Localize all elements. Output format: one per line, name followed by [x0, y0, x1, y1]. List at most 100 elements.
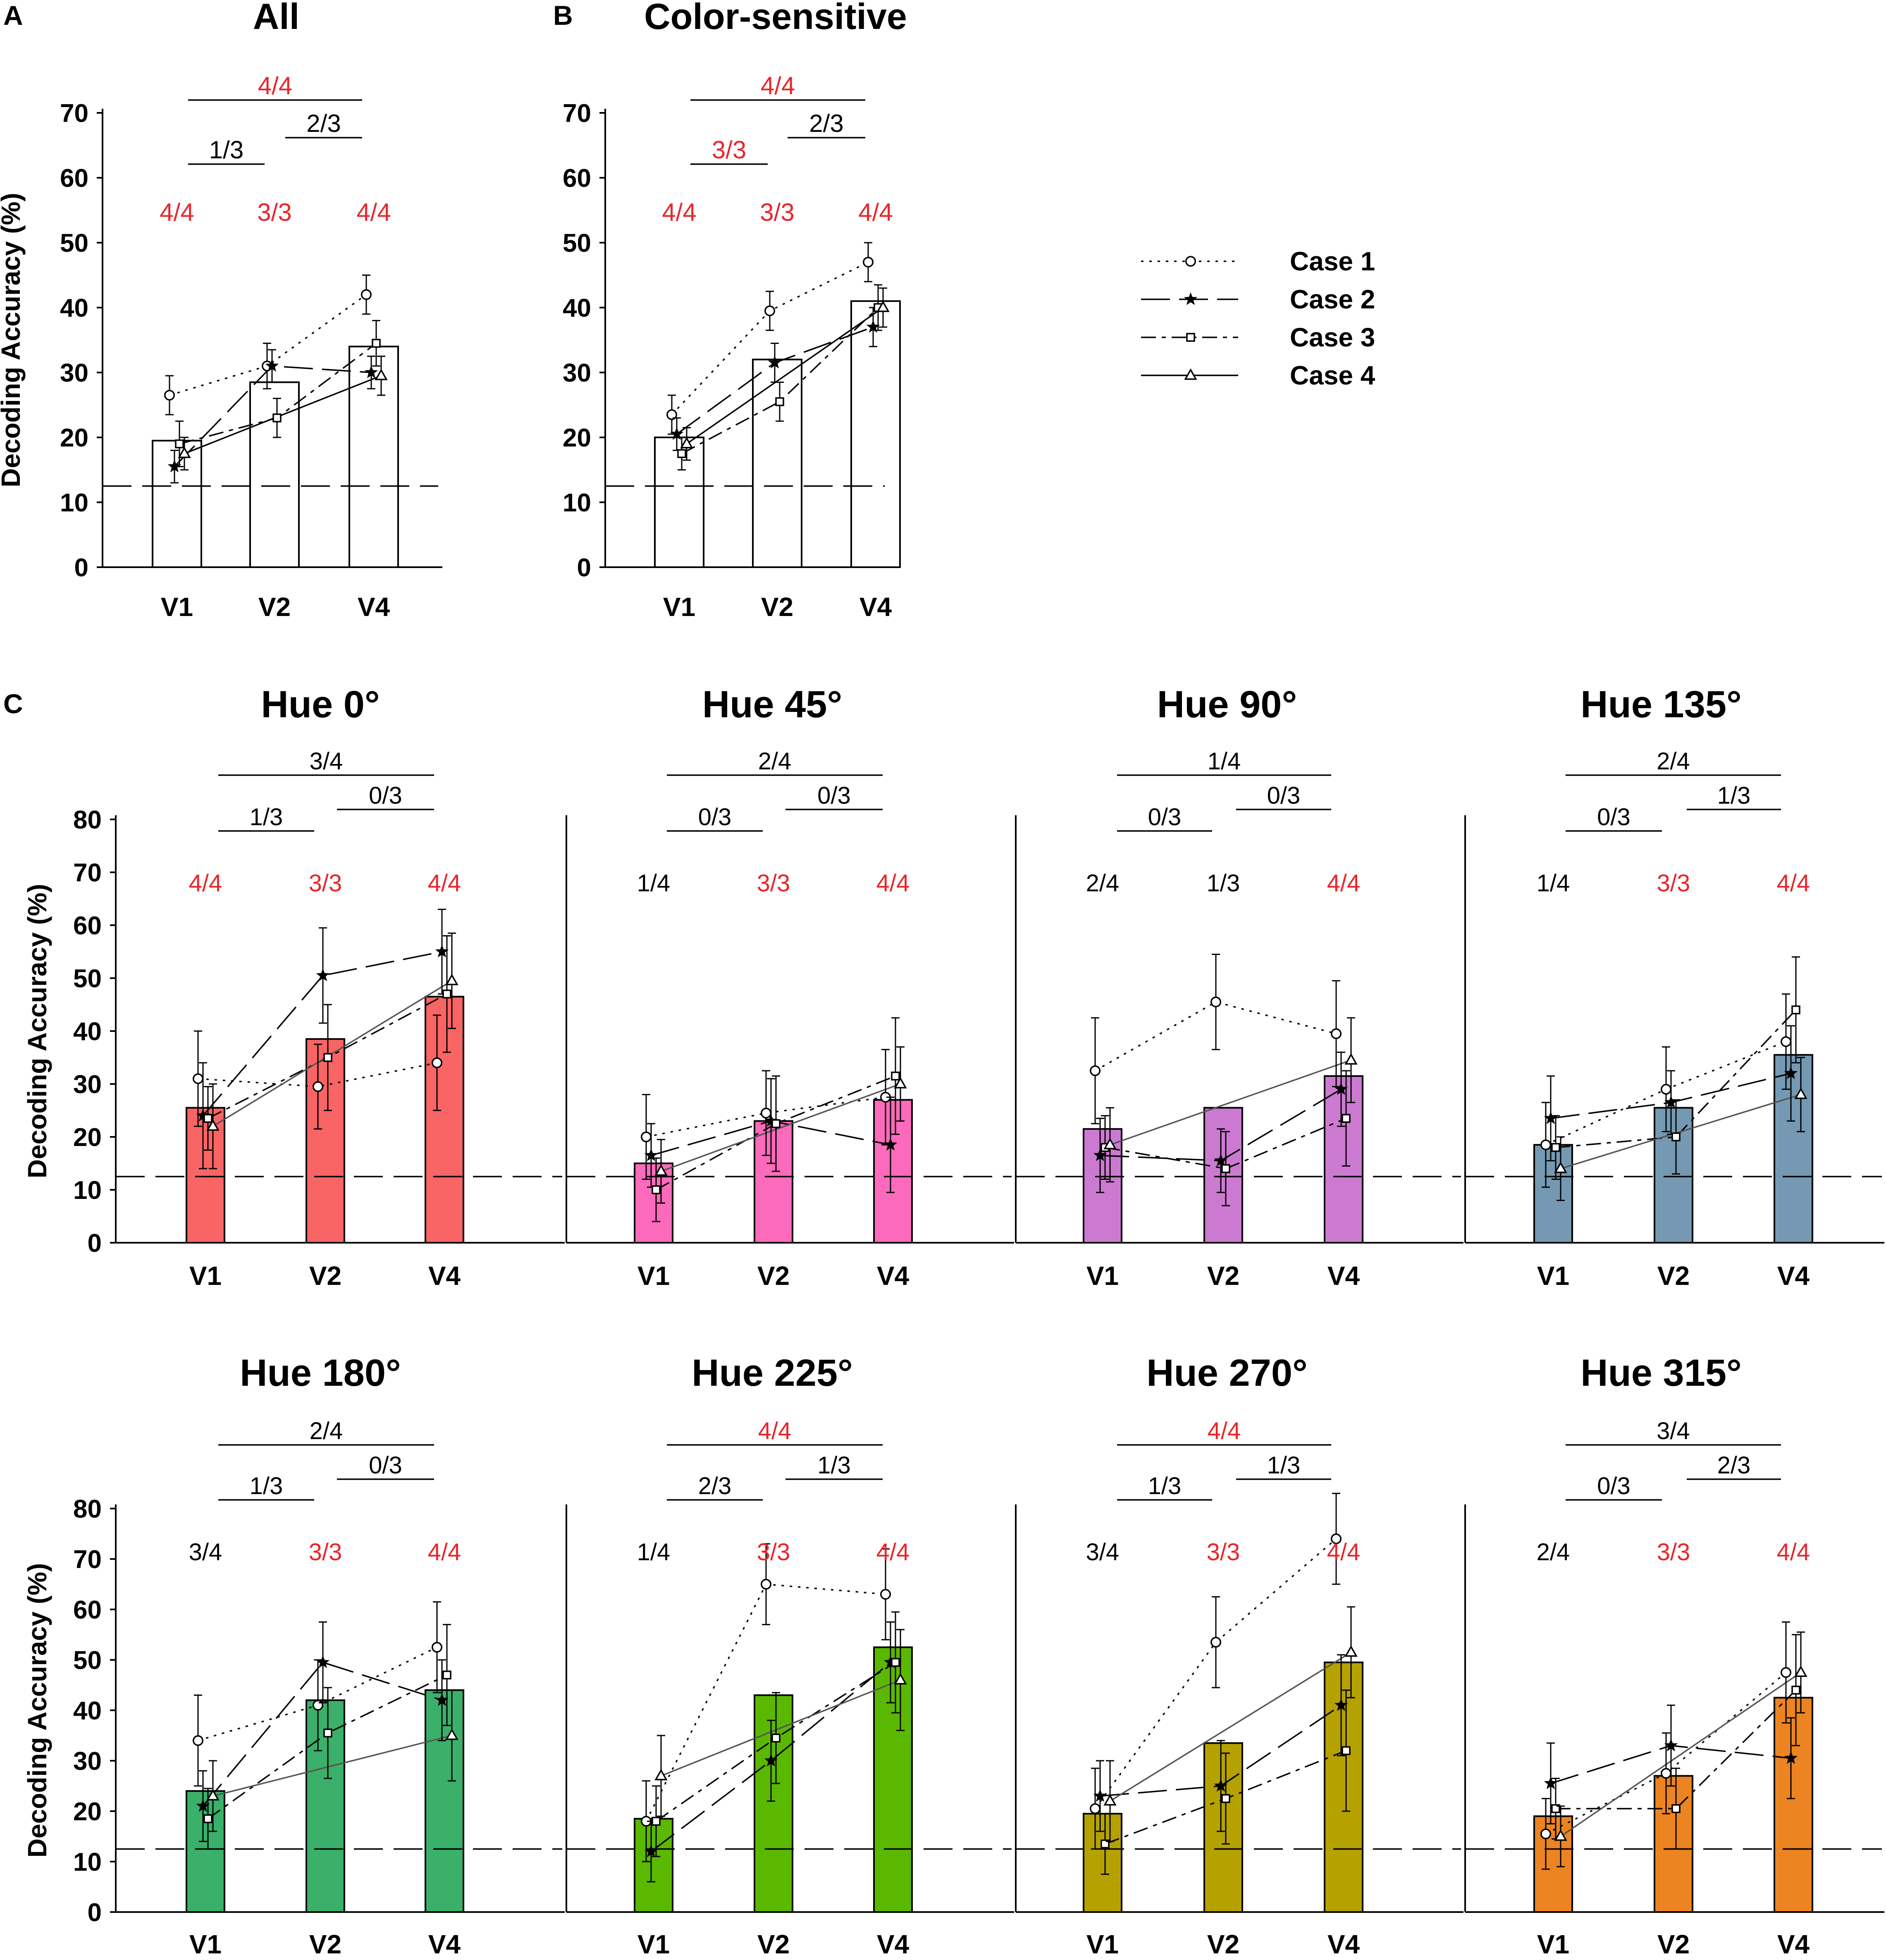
marker-case-3 — [1671, 1804, 1681, 1813]
chart-3: Hue 0° 0 10 20 30 40 50 60 70 80 Decoding Accuracy… — [22, 683, 565, 1291]
significance-label: 4/4 — [1777, 1539, 1810, 1566]
comparison-label: 0/3 — [369, 1452, 402, 1479]
bar-v4 — [425, 996, 464, 1244]
x-tick-label: V2 — [1207, 1929, 1239, 1959]
marker-case-1 — [764, 305, 775, 316]
y-tick-label: 40 — [60, 294, 88, 322]
marker-case-3 — [175, 439, 184, 449]
x-tick-label: V2 — [1207, 1261, 1239, 1291]
y-axis-title: Decoding Accuracy (%) — [22, 884, 52, 1178]
significance-label: 3/3 — [1657, 1539, 1690, 1566]
significance-label: 3/3 — [757, 870, 790, 897]
bar-v4 — [349, 346, 399, 568]
bar-v1 — [1533, 1144, 1573, 1244]
marker-case-2 — [764, 1753, 778, 1767]
marker-case-2 — [883, 1138, 898, 1151]
marker-case-1 — [1210, 1637, 1221, 1648]
significance-label: 3/3 — [1657, 870, 1690, 897]
comparison-label: 4/4 — [258, 72, 292, 100]
comparison-label: 1/3 — [209, 136, 244, 164]
x-tick-label: V2 — [757, 1261, 790, 1291]
series-line-case-4 — [212, 1735, 452, 1797]
legend-marker-case-3 — [1186, 333, 1195, 342]
y-tick-label: 10 — [73, 1848, 102, 1876]
marker-case-4 — [1794, 1087, 1807, 1099]
marker-case-1 — [313, 1700, 323, 1711]
y-tick-label: 60 — [563, 164, 591, 193]
marker-case-3 — [1221, 1164, 1230, 1173]
comparison-label: 0/3 — [1597, 1473, 1631, 1499]
marker-case-4 — [445, 974, 458, 986]
significance-label: 4/4 — [1327, 1539, 1361, 1566]
comparison-label: 1/4 — [1208, 748, 1241, 775]
comparison-label: 4/4 — [761, 72, 795, 100]
chart-title: Color-sensitive — [644, 0, 907, 37]
comparison-label: 3/3 — [712, 136, 746, 164]
marker-case-2 — [1093, 1148, 1107, 1161]
series-line-case-3 — [681, 307, 879, 454]
bar-v2 — [306, 1699, 345, 1913]
chart-4: Hue 45° V1 V2 V4 1/4 3/3 4/4 0/3 0/3 2/4 — [566, 683, 1014, 1291]
marker-case-2 — [196, 1799, 210, 1812]
chart-title: Hue 180° — [240, 1352, 401, 1394]
x-tick-label: V4 — [358, 592, 390, 622]
marker-case-4 — [1344, 1645, 1358, 1657]
marker-case-4 — [178, 446, 191, 458]
marker-case-4 — [894, 1673, 907, 1685]
marker-case-4 — [206, 1119, 220, 1131]
marker-case-3 — [1791, 1685, 1800, 1695]
marker-case-3 — [372, 339, 381, 348]
chart-7: Hue 180° 0 10 20 30 40 50 60 70 80 Decoding Accura… — [22, 1352, 565, 1959]
significance-label: 4/4 — [356, 198, 391, 226]
marker-case-2 — [670, 427, 684, 440]
legend-label-case-4: Case 4 — [1290, 360, 1375, 390]
marker-case-4 — [1344, 1053, 1358, 1065]
marker-case-1 — [1661, 1084, 1671, 1095]
comparison-label: 0/3 — [1267, 782, 1301, 809]
x-tick-label: V1 — [161, 592, 193, 622]
marker-case-3 — [203, 1114, 212, 1123]
y-tick-label: 60 — [73, 912, 102, 940]
y-tick-label: 20 — [563, 424, 591, 452]
marker-case-1 — [1210, 996, 1221, 1007]
chart-title: Hue 225° — [692, 1352, 853, 1394]
series-line-case-2 — [202, 951, 442, 1116]
legend-label-case-1: Case 1 — [1290, 246, 1375, 276]
significance-label: 4/4 — [428, 870, 461, 897]
marker-case-3 — [1101, 1839, 1110, 1849]
legend-marker-case-2 — [1184, 292, 1198, 305]
y-tick-label: 30 — [563, 359, 591, 387]
x-tick-label: V2 — [258, 592, 291, 622]
comparison-label: 2/3 — [809, 110, 843, 137]
series-line-case-4 — [661, 1679, 901, 1777]
significance-label: 2/4 — [1086, 870, 1120, 897]
bar-v2 — [754, 1694, 793, 1913]
marker-case-2 — [1214, 1779, 1228, 1792]
y-tick-label: 30 — [73, 1747, 102, 1776]
significance-label: 3/3 — [309, 1539, 342, 1566]
marker-case-2 — [1784, 1066, 1798, 1079]
x-tick-label: V2 — [309, 1261, 341, 1291]
marker-case-3 — [323, 1053, 332, 1062]
y-tick-label: 20 — [73, 1798, 102, 1826]
chart-title: Hue 315° — [1580, 1352, 1742, 1394]
marker-case-1 — [1331, 1028, 1342, 1039]
marker-case-3 — [677, 449, 686, 458]
significance-label: 4/4 — [1327, 870, 1361, 897]
marker-case-4 — [206, 1789, 220, 1801]
marker-case-2 — [167, 459, 181, 473]
y-tick-label: 0 — [88, 1898, 102, 1927]
y-tick-label: 20 — [60, 424, 88, 452]
marker-case-3 — [272, 413, 282, 423]
y-tick-label: 0 — [74, 554, 88, 582]
significance-label: 3/4 — [1086, 1539, 1120, 1566]
marker-case-4 — [654, 1769, 668, 1781]
significance-label: 3/4 — [189, 1539, 222, 1566]
legend-label-case-2: Case 2 — [1290, 284, 1375, 314]
marker-case-3 — [1551, 1804, 1560, 1813]
x-tick-label: V4 — [1777, 1929, 1810, 1959]
y-tick-label: 10 — [563, 489, 591, 517]
comparison-label: 4/4 — [758, 1418, 792, 1444]
x-tick-label: V4 — [859, 592, 892, 622]
